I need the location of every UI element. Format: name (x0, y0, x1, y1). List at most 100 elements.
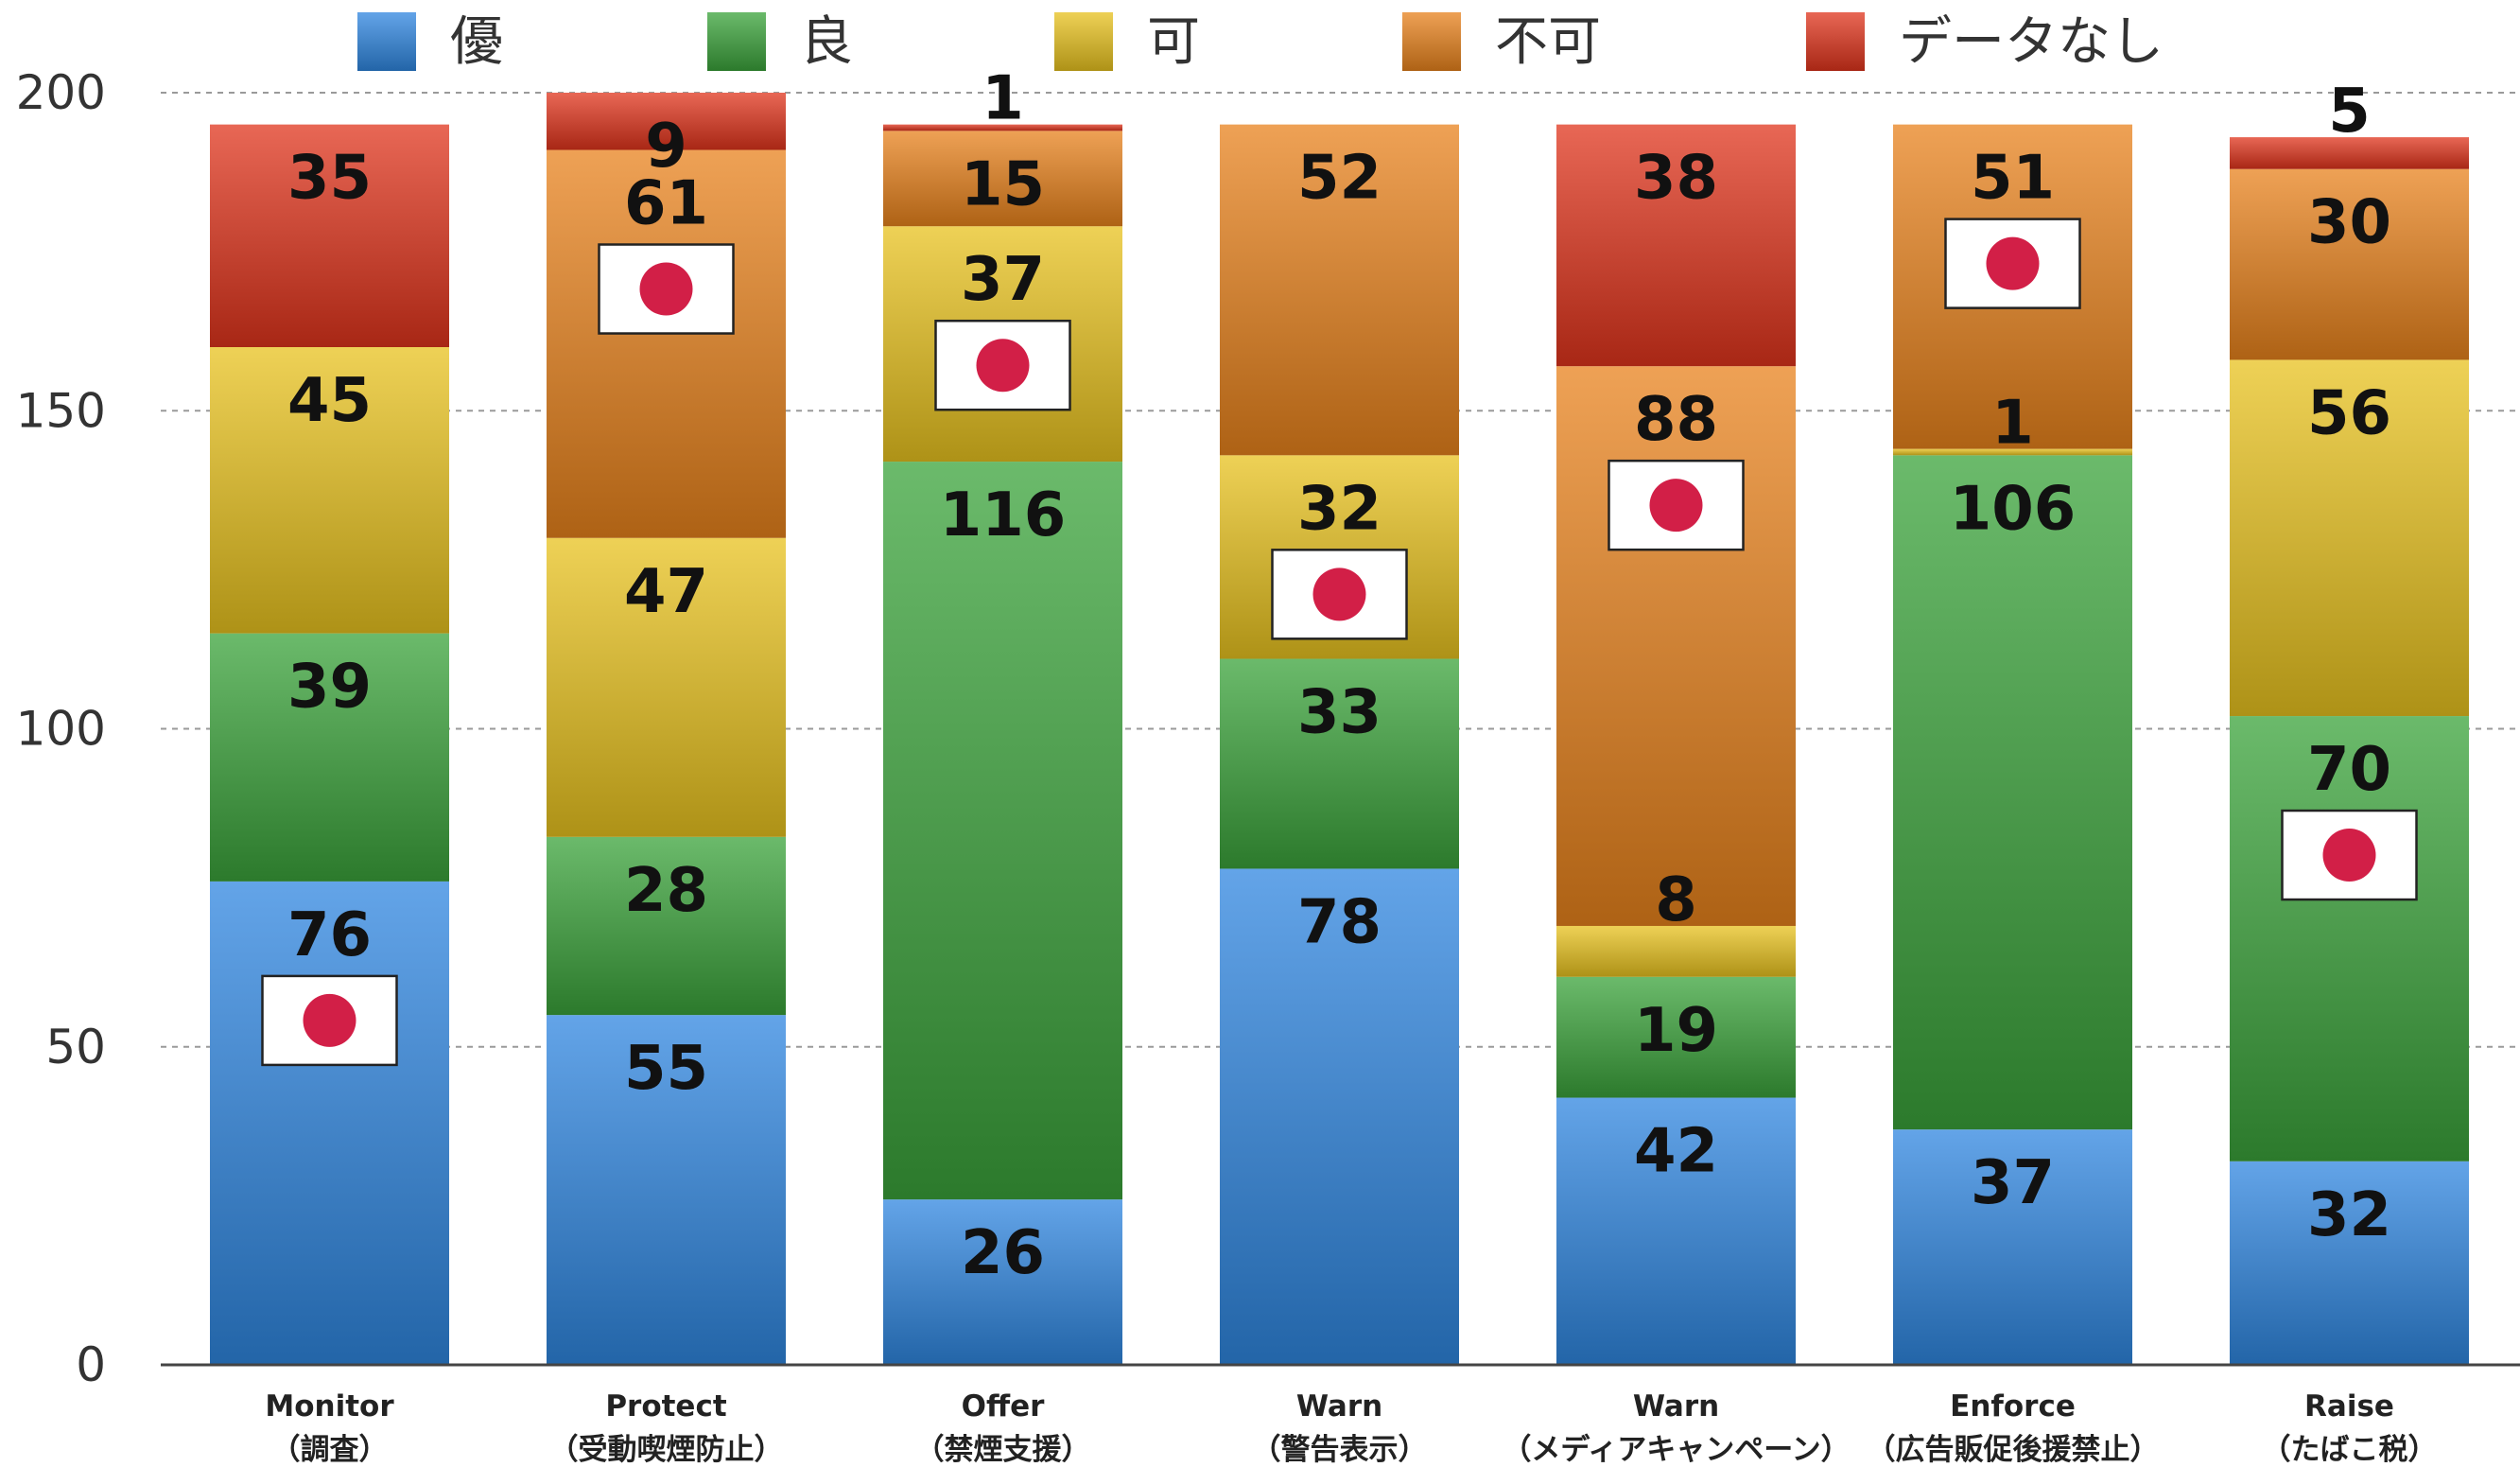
category-sublabel: （メディアキャンペーン） (1502, 1433, 1850, 1467)
y-tick-label: 50 (45, 1020, 106, 1074)
bar-segment (1220, 124, 1459, 456)
bar-segment (210, 881, 449, 1365)
data-label: 55 (624, 1034, 708, 1104)
bar-segment (1556, 124, 1796, 367)
data-label: 78 (1297, 887, 1382, 957)
data-label: 9 (645, 112, 687, 182)
data-label: 51 (1971, 144, 2055, 214)
data-label: 28 (624, 856, 708, 926)
data-label: 37 (1971, 1148, 2055, 1218)
category-sublabel: （警告表示） (1252, 1433, 1428, 1467)
legend-item: 可 (1054, 11, 1200, 73)
bar-segment (1556, 1097, 1796, 1365)
japan-flag-icon (598, 243, 735, 335)
data-labels: 7639453555284761926116371517833325242198… (287, 64, 2391, 1289)
category-sublabel: （調査） (271, 1433, 389, 1467)
data-label: 5 (2328, 77, 2371, 147)
bar-segment (2230, 1161, 2469, 1365)
data-label: 15 (961, 149, 1045, 219)
bar-segment (883, 124, 1122, 131)
japan-flag-icon (2281, 809, 2418, 901)
category-sublabel: （たばこ税） (2262, 1433, 2438, 1467)
data-label: 88 (1634, 385, 1718, 455)
bar-segment (547, 836, 786, 1016)
data-label: 37 (961, 245, 1045, 315)
data-label: 47 (624, 557, 708, 627)
category-label: Protect (605, 1389, 727, 1423)
bar-segment (2230, 137, 2469, 169)
bar-segment (547, 537, 786, 837)
legend-swatch (357, 12, 416, 71)
data-label: 32 (2307, 1180, 2391, 1250)
legend-item: 優 (357, 11, 503, 73)
japan-flag-markers (261, 218, 2418, 1067)
y-tick-label: 150 (16, 383, 106, 438)
legend-label: 良 (800, 11, 853, 73)
bar-segment (1220, 868, 1459, 1365)
category-label: Warn (1633, 1389, 1719, 1423)
legend-label: データなし (1899, 11, 2164, 73)
category-label: Raise (2304, 1389, 2394, 1423)
data-label: 42 (1634, 1117, 1718, 1187)
data-label: 116 (940, 480, 1067, 550)
data-label: 26 (961, 1218, 1045, 1288)
bar-segment (1893, 448, 2132, 456)
legend-item: 不可 (1402, 11, 1601, 73)
bar-segment (547, 1015, 786, 1365)
bar-segment (1220, 658, 1459, 869)
category-sublabel: （広告販促後援禁止） (1867, 1433, 2160, 1467)
data-label: 106 (1950, 474, 2077, 544)
bar-segment (2230, 168, 2469, 360)
bar-segment (883, 462, 1122, 1200)
bars (210, 93, 2469, 1365)
bar-segment (210, 633, 449, 882)
category-label: Warn (1296, 1389, 1382, 1423)
japan-flag-icon (1271, 549, 1408, 640)
bar-segment (883, 131, 1122, 227)
data-label: 1 (982, 64, 1024, 134)
bar-segment (1556, 976, 1796, 1098)
japan-flag-icon (934, 319, 1071, 411)
legend-label: 不可 (1495, 11, 1601, 73)
legend: 優 良 可 不可 データなし (357, 11, 2164, 73)
y-tick-label: 100 (16, 702, 106, 757)
category-label: Monitor (265, 1389, 394, 1423)
data-label: 1 (1991, 389, 2034, 459)
bar-segment (210, 124, 449, 347)
legend-swatch (1402, 12, 1461, 71)
legend-swatch (1806, 12, 1865, 71)
data-label: 76 (287, 900, 372, 970)
bar-segment (2230, 359, 2469, 717)
data-label: 70 (2307, 735, 2391, 805)
category-label: Enforce (1950, 1389, 2076, 1423)
data-label: 35 (287, 144, 372, 214)
y-tick-label: 200 (16, 65, 106, 120)
bar-segment (210, 347, 449, 634)
data-label: 30 (2307, 188, 2391, 258)
japan-flag-icon (1608, 459, 1745, 551)
data-label: 8 (1655, 865, 1697, 935)
bar-segment (2230, 716, 2469, 1161)
bar-segment (1893, 1129, 2132, 1365)
bar-segment (547, 93, 786, 150)
japan-flag-icon (1944, 218, 2081, 309)
data-label: 45 (287, 366, 372, 436)
data-label: 33 (1297, 678, 1382, 748)
data-label: 61 (624, 169, 708, 239)
legend-swatch (707, 12, 766, 71)
y-tick-label: 0 (76, 1337, 106, 1392)
legend-item: 良 (707, 11, 853, 73)
data-label: 52 (1297, 144, 1382, 214)
data-label: 39 (287, 653, 372, 723)
data-label: 32 (1297, 474, 1382, 544)
japan-flag-icon (261, 974, 398, 1067)
data-label: 56 (2307, 378, 2391, 448)
bar-segment (1893, 455, 2132, 1130)
category-sublabel: （受動喫煙防止） (549, 1433, 784, 1467)
data-label: 19 (1634, 996, 1718, 1066)
bar-segment (1556, 925, 1796, 977)
legend-swatch (1054, 12, 1113, 71)
bar-segment (1556, 366, 1796, 926)
bar-segment (883, 1199, 1122, 1365)
legend-label: 優 (450, 11, 503, 73)
